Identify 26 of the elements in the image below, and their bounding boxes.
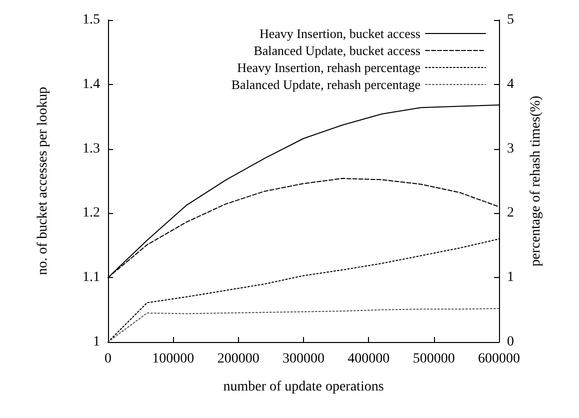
- legend-label: Balanced Update, bucket access: [254, 43, 420, 58]
- y-tick-label: 1.1: [82, 270, 100, 286]
- x-tick-label: 300000: [282, 352, 324, 366]
- x-tick-label: 400000: [348, 352, 390, 366]
- x-tick-label: 500000: [412, 352, 455, 366]
- x-tick-label: 100000: [152, 352, 194, 366]
- y2-tick-label: 2: [507, 206, 514, 221]
- y-tick-label: 1: [93, 334, 100, 350]
- y2-tick-label: 0: [507, 334, 514, 350]
- x-tick-label: 200000: [217, 352, 260, 366]
- y2-tick-label: 1: [507, 270, 514, 286]
- y2-tick-label: 3: [507, 141, 514, 156]
- y-tick-label: 1.4: [82, 76, 100, 92]
- y-tick-label: 1.2: [82, 206, 100, 221]
- y-axis-title: no. of bucket accesses per lookup: [36, 86, 50, 276]
- x-axis-title: number of update operations: [223, 380, 384, 394]
- y2-tick-label: 4: [507, 76, 514, 92]
- x-tick-label: 0: [104, 352, 112, 366]
- legend-label: Heavy Insertion, rehash percentage: [237, 60, 421, 75]
- x-tick-label: 600000: [478, 352, 520, 366]
- y-tick-label: 1.5: [82, 12, 100, 28]
- legend-label: Balanced Update, rehash percentage: [231, 77, 421, 92]
- y2-axis-title: percentage of rehash times(%): [528, 95, 544, 266]
- y-tick-label: 1.3: [82, 141, 100, 156]
- legend-label: Heavy Insertion, bucket access: [260, 26, 420, 41]
- y2-tick-label: 5: [507, 12, 514, 28]
